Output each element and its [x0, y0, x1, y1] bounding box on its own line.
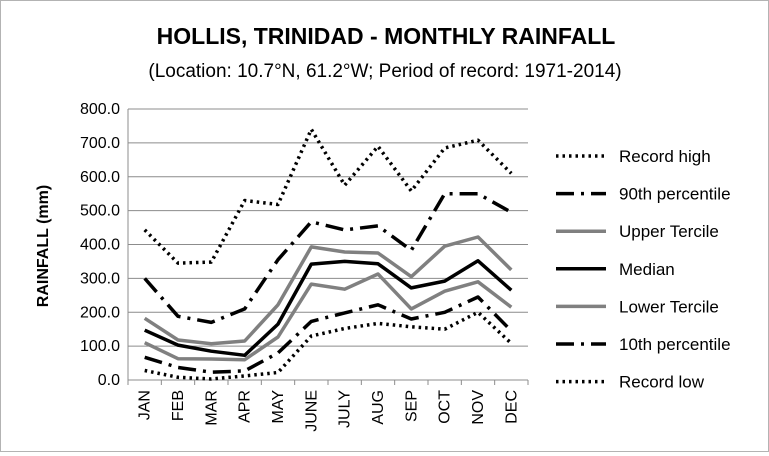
series-line-10th-percentile	[144, 295, 513, 374]
axes: 0.0 100.0 200.0 300.0 400.0 500.0 600.0 700.0 80…	[80, 101, 529, 432]
gridlines	[128, 108, 528, 381]
x-tick-label: OCT	[437, 390, 454, 424]
legend-label-10th-percentile: 10th percentile	[619, 335, 731, 354]
y-axis-label: RAINFALL (mm)	[35, 185, 52, 307]
series-line-lower-tercile	[143, 272, 513, 362]
chart-title: HOLLIS, TRINIDAD - MONTHLY RAINFALL	[157, 23, 616, 49]
x-tick-label: JUNE	[303, 390, 320, 432]
legend-label-median: Median	[619, 260, 675, 279]
x-tick-label: JAN	[137, 390, 154, 420]
y-tick-label: 600.0	[80, 169, 120, 186]
series-line-90th-percentile	[143, 191, 513, 325]
x-tick-label: SEP	[403, 390, 420, 422]
y-tick-label: 100.0	[80, 338, 120, 355]
y-tick-label: 800.0	[80, 101, 120, 118]
y-tick-label: 500.0	[80, 203, 120, 220]
x-tick-label: MAR	[203, 390, 220, 426]
series-lines	[143, 127, 513, 381]
y-tick-label: 0.0	[98, 372, 120, 389]
chart-subtitle: (Location: 10.7°N, 61.2°W; Period of rec…	[148, 61, 621, 82]
x-tick-label: MAY	[270, 390, 287, 424]
legend-label-90th-percentile: 90th percentile	[619, 185, 731, 204]
legend: Record high 90th percentile Upper Tercile M…	[556, 147, 731, 392]
series-line-median	[143, 259, 513, 358]
legend-label-record-low: Record low	[619, 373, 705, 392]
x-tick-label: NOV	[470, 390, 487, 425]
series-line-upper-tercile	[143, 235, 513, 346]
x-tick-label: APR	[237, 390, 254, 423]
y-tick-label: 200.0	[80, 304, 120, 321]
legend-label-upper-tercile: Upper Tercile	[619, 222, 719, 241]
legend-label-lower-tercile: Lower Tercile	[619, 297, 719, 316]
x-tick-label: JULY	[337, 390, 354, 428]
x-tick-label: FEB	[170, 390, 187, 421]
x-tick-label: DEC	[503, 390, 520, 424]
y-tick-label: 700.0	[80, 135, 120, 152]
y-tick-label: 300.0	[80, 270, 120, 287]
x-tick-label: AUG	[370, 390, 387, 425]
legend-label-record-high: Record high	[619, 147, 711, 166]
y-tick-label: 400.0	[80, 237, 120, 254]
